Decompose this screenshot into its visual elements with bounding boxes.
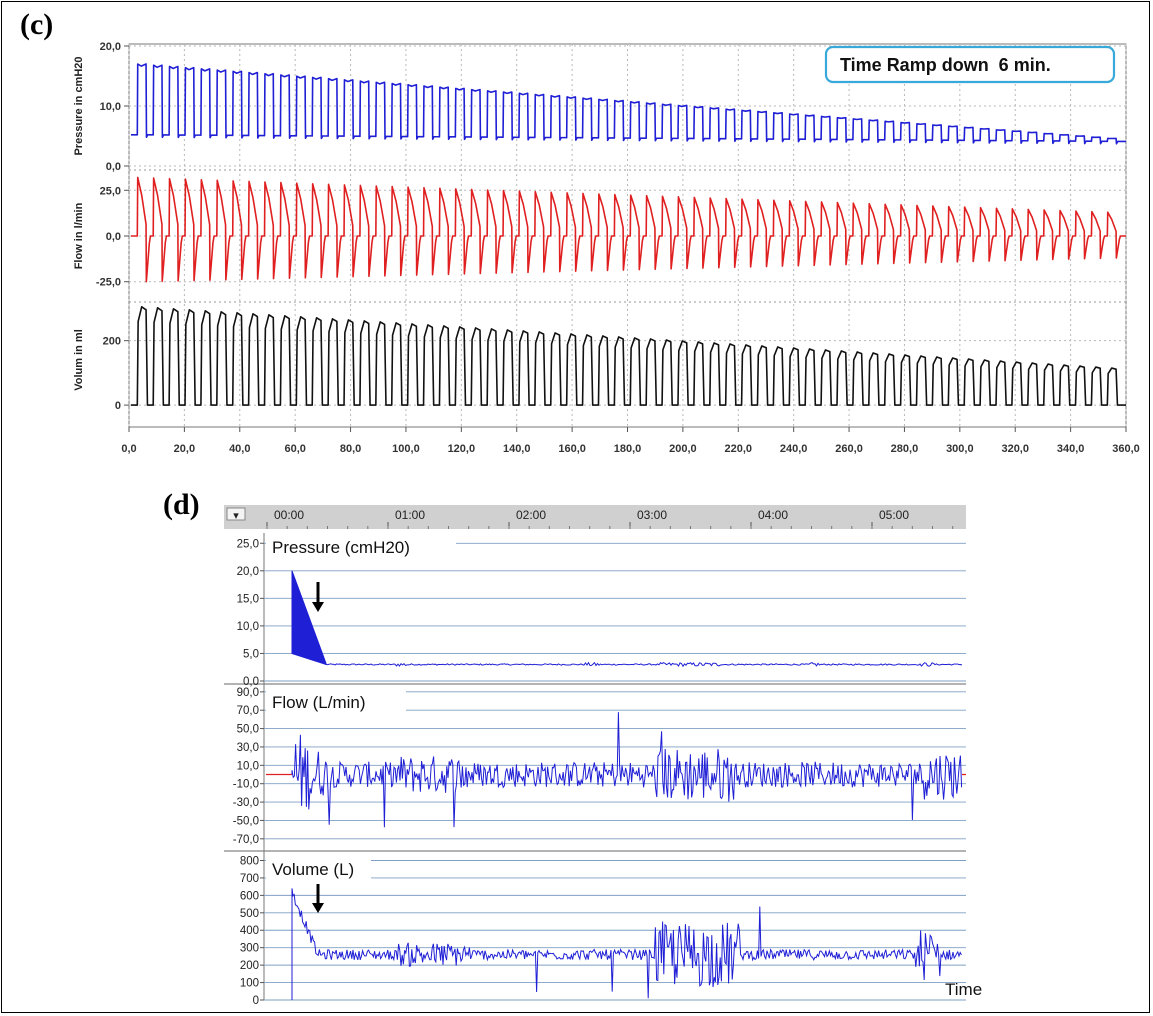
y-tick-label: 50,0 [237,724,259,736]
y-tick-label: 200 [103,336,121,348]
y-tick-label: 0,0 [243,676,259,688]
x-tick-label: 60,0 [284,443,305,455]
y-tick-label: 600 [240,890,259,902]
series-signal [291,650,963,668]
x-tick-label: 280,0 [891,443,919,455]
y-tick-label: 90,0 [237,687,259,699]
x-tick-label: 220,0 [725,443,753,455]
y-tick-label: -10,0 [233,779,259,791]
panel-c-label: (c) [20,8,54,41]
x-tick-label: 180,0 [614,443,642,455]
y-tick-label: 500 [240,908,259,920]
series-label: Flow in l/min [73,202,85,269]
x-tick-label: 240,0 [780,443,808,455]
x-axis-label: Time [945,980,982,999]
annotation-text: Time Ramp down 6 min. [840,55,1051,75]
y-tick-label: 30,0 [237,742,259,754]
y-tick-label: 15,0 [237,593,259,605]
y-tick-label: 400 [240,925,259,937]
series-label: Pressure (cmH20) [272,538,410,557]
y-tick-label: 20,0 [100,41,121,53]
series-label: Volum in ml [73,329,85,391]
panel-d-label: (d) [163,488,200,521]
series-signal [291,888,962,1000]
annotation-border [824,45,1116,84]
x-tick-label: 40,0 [229,443,250,455]
y-tick-label: 200 [240,960,259,972]
y-tick-label: 800 [240,855,259,867]
series-label-bg [266,690,406,714]
y-tick-label: 0 [115,400,121,412]
y-tick-label: 25,0 [237,538,259,550]
y-tick-label: 10,0 [237,621,259,633]
x-tick-label: 20,0 [174,443,195,455]
x-tick-label: 120,0 [448,443,476,455]
time-tick-label: 02:00 [516,508,546,522]
arrow-head [312,602,324,612]
y-tick-label: 20,0 [237,566,259,578]
dropdown-button [226,507,246,521]
y-tick-label: 700 [240,873,259,885]
x-tick-label: 200,0 [669,443,697,455]
time-tick-label: 05:00 [879,508,909,522]
y-tick-label: 0 [253,995,259,1007]
y-tick-label: -70,0 [233,834,259,846]
y-tick-label: 0,0 [106,161,121,173]
time-tick-label: 03:00 [637,508,667,522]
arrow-head [312,903,324,913]
x-tick-label: 160,0 [558,443,586,455]
x-tick-label: 340,0 [1057,443,1085,455]
x-tick-label: 100,0 [392,443,420,455]
chart-d-background [224,505,966,1000]
x-tick-label: 140,0 [503,443,531,455]
series-line [131,63,1126,145]
series-label: Pressure in cmH20 [73,56,85,155]
x-tick-label: 260,0 [835,443,863,455]
y-tick-label: 5,0 [243,648,259,660]
series-signal [291,712,963,828]
y-tick-label: 10,0 [237,760,259,772]
series-line [131,306,1126,406]
chart-c: 0,0 20,0 40,0 60,0 80,0 100,0 120,0 140,0 160,0 1… [73,41,1140,455]
y-tick-label: 70,0 [237,705,259,717]
series-label-bg [266,535,456,559]
x-tick-label: 360,0 [1112,443,1140,455]
time-header [224,505,966,529]
x-tick-label: 320,0 [1001,443,1029,455]
annotation-box: Time Ramp down 6 min. [824,45,1116,84]
y-tick-label: 100 [240,978,259,990]
time-tick-label: 00:00 [274,508,304,522]
series-label: Volume (L) [272,860,354,879]
y-tick-label: 10,0 [100,101,121,113]
series-line [131,176,1126,283]
y-tick-label: -25,0 [96,277,121,289]
y-tick-label: -30,0 [233,797,259,809]
y-tick-label: 0,0 [106,231,121,243]
x-tick-label: 300,0 [946,443,974,455]
y-tick-label: 300 [240,943,259,955]
series-label-bg [266,857,371,881]
time-tick-label: 01:00 [395,508,425,522]
series-label: Flow (L/min) [272,693,366,712]
y-tick-label: 25,0 [100,185,121,197]
chevron-down-icon: ▾ [233,510,239,522]
time-tick-label: 04:00 [758,508,788,522]
x-tick-label: 0,0 [121,443,136,455]
x-tick-label: 80,0 [340,443,361,455]
y-tick-label: -50,0 [233,815,259,827]
